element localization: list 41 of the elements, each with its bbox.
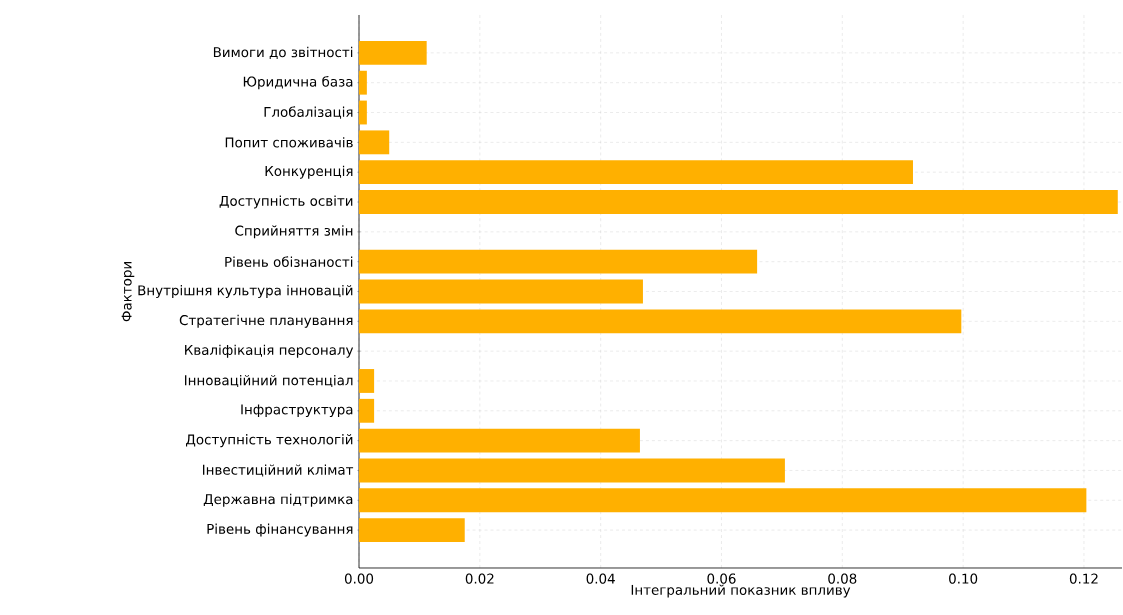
x-tick-label: 0.02 — [465, 573, 494, 584]
x-tick-label: 0.00 — [344, 573, 374, 584]
y-tick-label: Інвестиційний клімат — [203, 464, 354, 477]
bar — [359, 488, 1087, 513]
bar — [359, 190, 1118, 214]
y-tick-label: Рівень фінансування — [207, 523, 353, 537]
y-tick-label: Доступність освіти — [219, 195, 353, 209]
bar — [359, 249, 758, 274]
y-tick-label: Глобалізація — [264, 106, 353, 119]
bar — [359, 458, 785, 483]
bar — [359, 369, 375, 393]
y-tick-label: Стратегічне планування — [179, 314, 353, 328]
y-tick-label: Внутрішня культура інновацій — [138, 284, 353, 298]
y-tick-label: Конкуренція — [265, 165, 353, 179]
y-tick-label: Сприйняття змін — [235, 225, 353, 239]
bar — [359, 309, 962, 334]
y-tick-label: Державна підтримка — [203, 493, 353, 507]
x-tick-label: 0.10 — [949, 573, 978, 584]
y-tick-label: Доступність технологій — [186, 434, 353, 448]
x-axis-title: Інтегральний показник впливу — [631, 584, 851, 598]
bar — [359, 160, 913, 185]
bar — [359, 100, 367, 125]
bar — [359, 428, 640, 453]
y-tick-label: Попит споживачів — [225, 137, 353, 148]
bar — [359, 518, 465, 543]
x-tick-label: 0.12 — [1069, 573, 1098, 584]
bar — [359, 130, 390, 155]
bar — [359, 70, 367, 95]
x-tick-label: 0.08 — [828, 573, 857, 584]
x-tick-label: 0.06 — [707, 573, 736, 584]
y-tick-label: Кваліфікація персоналу — [185, 344, 354, 358]
y-tick-label: Вимоги до звітності — [213, 46, 353, 59]
x-tick-label: 0.04 — [586, 573, 615, 584]
y-tick-label: Інфраструктура — [241, 404, 353, 418]
y-axis-title: Фактори — [121, 262, 135, 322]
y-tick-label: Юридична база — [243, 76, 353, 90]
bar — [359, 398, 375, 423]
bar — [359, 40, 427, 65]
y-tick-label: Рівень обізнаності — [225, 256, 353, 267]
y-tick-label: Інноваційний потенціал — [185, 374, 353, 388]
bar — [359, 279, 643, 304]
